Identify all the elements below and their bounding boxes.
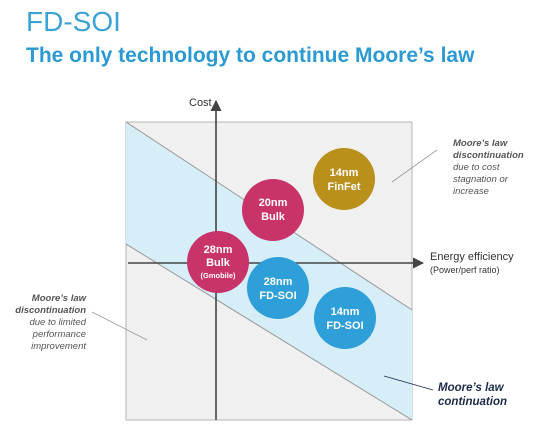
note-right-title-1: Moore’s law	[453, 138, 508, 149]
svg-text:14nm: 14nm	[331, 306, 360, 318]
note-left-body-1: due to limited	[29, 317, 86, 328]
note-left-title-2: discontinuation	[15, 305, 86, 316]
node-20nm-bulk: 20nm Bulk	[242, 179, 304, 241]
node-14nm-fdsoi: 14nm FD-SOI	[314, 287, 376, 349]
node-14nm-finfet: 14nm FinFet	[313, 148, 375, 210]
note-right-body-1: due to cost	[453, 162, 500, 173]
svg-text:Bulk: Bulk	[206, 257, 231, 269]
x-axis-sublabel: (Power/perf ratio)	[430, 265, 500, 275]
svg-text:28nm: 28nm	[204, 244, 233, 256]
note-cost-discontinuation: Moore’s law discontinuation due to cost …	[453, 138, 524, 198]
band-lower-edge	[126, 243, 412, 420]
svg-text:FD-SOI: FD-SOI	[259, 290, 296, 302]
continuation-leader	[383, 375, 434, 391]
note-left-body-3: improvement	[31, 341, 86, 352]
note-right-title-2: discontinuation	[453, 150, 524, 161]
svg-text:(Gmobile): (Gmobile)	[201, 271, 237, 280]
node-28nm-fdsoi: 28nm FD-SOI	[247, 257, 309, 319]
continuation-line-2: continuation	[438, 396, 507, 408]
note-moores-law-continuation: Moore’s law continuation	[438, 381, 507, 409]
svg-text:20nm: 20nm	[259, 197, 288, 209]
left-note-leader	[91, 311, 148, 341]
note-left-body-2: performance	[32, 329, 86, 340]
svg-text:14nm: 14nm	[330, 167, 359, 179]
note-left-title-1: Moore’s law	[31, 293, 86, 304]
node-28nm-bulk: 28nm Bulk (Gmobile)	[187, 231, 249, 293]
y-axis-label: Cost	[189, 97, 212, 109]
right-note-leader	[391, 149, 438, 183]
page-subtitle: The only technology to continue Moore’s …	[26, 44, 475, 67]
note-right-body-2: stagnation or	[453, 174, 508, 185]
svg-text:Bulk: Bulk	[261, 211, 286, 223]
note-performance-discontinuation: Moore’s law discontinuation due to limit…	[14, 293, 86, 353]
svg-text:FinFet: FinFet	[328, 181, 361, 193]
svg-text:28nm: 28nm	[264, 276, 293, 288]
svg-text:FD-SOI: FD-SOI	[326, 320, 363, 332]
page-title: FD-SOI	[26, 6, 121, 37]
note-right-body-3: increase	[453, 186, 489, 197]
x-axis-label: Energy efficiency	[430, 251, 514, 263]
continuation-line-1: Moore’s law	[438, 382, 504, 394]
